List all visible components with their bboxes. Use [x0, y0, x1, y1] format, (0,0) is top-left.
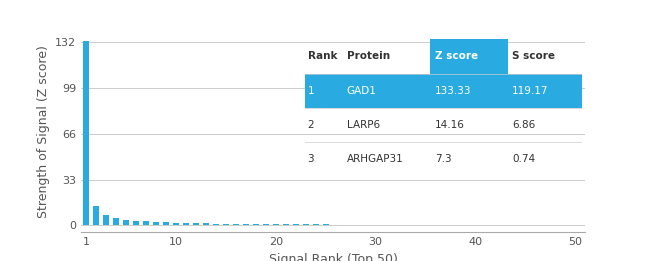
X-axis label: Signal Rank (Top 50): Signal Rank (Top 50): [268, 253, 398, 261]
Bar: [333, 224, 339, 225]
Bar: [183, 223, 189, 225]
Text: 0.74: 0.74: [512, 154, 536, 164]
Text: ARHGAP31: ARHGAP31: [346, 154, 404, 164]
Text: 6.86: 6.86: [512, 120, 536, 130]
Text: 3: 3: [307, 154, 314, 164]
Text: 133.33: 133.33: [435, 86, 471, 96]
Bar: [343, 224, 348, 225]
Bar: [163, 222, 169, 225]
Bar: [283, 224, 289, 225]
Text: 1: 1: [307, 86, 314, 96]
Text: Z score: Z score: [435, 51, 478, 61]
Text: 2: 2: [307, 120, 314, 130]
Text: Rank: Rank: [307, 51, 337, 61]
Text: 14.16: 14.16: [435, 120, 465, 130]
Bar: [430, 39, 508, 74]
Text: GAD1: GAD1: [346, 86, 376, 96]
Bar: [113, 218, 119, 225]
Bar: [313, 224, 318, 225]
Bar: [303, 224, 309, 225]
Bar: [223, 224, 229, 225]
Bar: [173, 223, 179, 225]
Bar: [93, 206, 99, 225]
Bar: [263, 224, 269, 225]
Bar: [508, 74, 582, 108]
Bar: [243, 224, 249, 225]
Text: LARP6: LARP6: [346, 120, 380, 130]
Bar: [193, 223, 199, 225]
Bar: [143, 221, 149, 225]
Bar: [133, 221, 139, 225]
Bar: [233, 224, 239, 225]
Bar: [341, 74, 430, 108]
Bar: [253, 224, 259, 225]
Text: S score: S score: [512, 51, 555, 61]
Bar: [322, 224, 329, 225]
Bar: [213, 224, 219, 225]
Bar: [273, 224, 279, 225]
Bar: [83, 40, 89, 225]
Y-axis label: Strength of Signal (Z score): Strength of Signal (Z score): [36, 45, 49, 218]
Bar: [103, 215, 109, 225]
Bar: [306, 74, 341, 108]
Bar: [292, 224, 299, 225]
Text: 119.17: 119.17: [512, 86, 549, 96]
Bar: [123, 220, 129, 225]
Text: 7.3: 7.3: [435, 154, 451, 164]
Bar: [203, 223, 209, 225]
Bar: [153, 222, 159, 225]
Text: Protein: Protein: [346, 51, 390, 61]
Bar: [430, 74, 508, 108]
